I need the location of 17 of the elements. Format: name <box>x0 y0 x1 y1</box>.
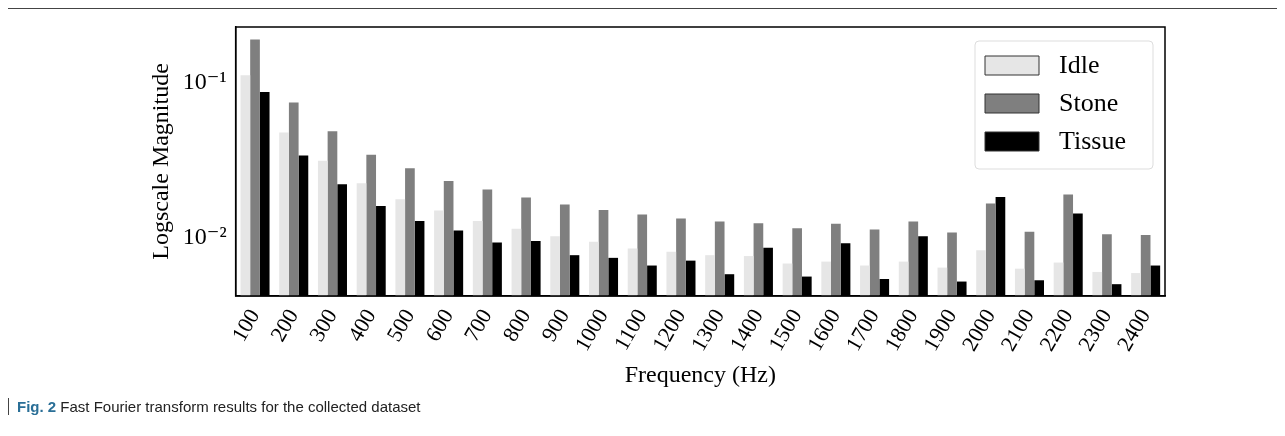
y-axis-title: Logscale Magnitude <box>146 63 173 260</box>
caption: Fig. 2 Fast Fourier transform results for the collected dataset <box>17 398 421 415</box>
x-tick-label: 800 <box>497 304 536 346</box>
x-tick-label: 400 <box>342 304 381 346</box>
legend-label: Idle <box>1059 49 1100 79</box>
x-tick-label: 500 <box>381 304 420 346</box>
x-tick-label: 700 <box>458 304 497 346</box>
legend-label: Stone <box>1059 87 1119 117</box>
x-tick-label: 300 <box>303 304 342 346</box>
x-tick-label: 200 <box>264 304 304 346</box>
x-tick-label: 900 <box>536 304 575 346</box>
y-tick-label: 10⁻¹ <box>182 68 227 95</box>
x-tick-label: 100 <box>226 304 265 346</box>
x-tick-label: 600 <box>419 304 458 346</box>
y-tick-label: 10⁻² <box>182 222 227 249</box>
x-axis-title: Frequency (Hz) <box>624 360 776 387</box>
legend-label: Tissue <box>1059 125 1126 155</box>
